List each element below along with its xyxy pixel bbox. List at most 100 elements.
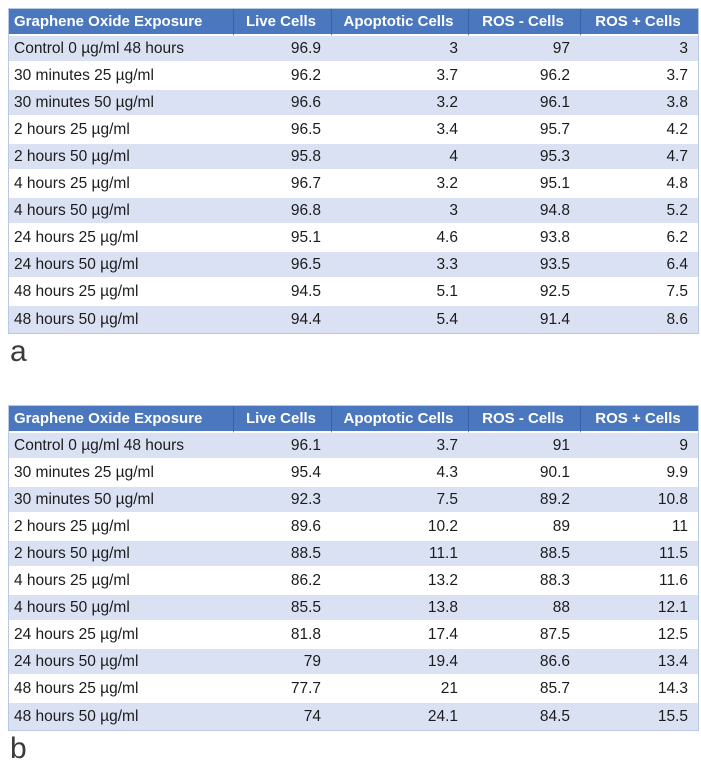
value-cell: 81.8: [233, 622, 331, 649]
table-row: 4 hours 25 µg/ml 86.2 13.2 88.3 11.6: [9, 568, 698, 595]
value-cell: 12.5: [580, 622, 698, 649]
table-b-body: Control 0 µg/ml 48 hours 96.1 3.7 91 9 30 min…: [9, 433, 698, 730]
table-row: 30 minutes 50 µg/ml 92.3 7.5 89.2 10.8: [9, 487, 698, 514]
value-cell: 11.5: [580, 541, 698, 568]
value-cell: 3.7: [580, 63, 698, 90]
value-cell: 89.2: [468, 487, 580, 514]
value-cell: 3: [331, 198, 468, 225]
value-cell: 3: [580, 36, 698, 63]
column-header: ROS - Cells: [468, 9, 580, 36]
value-cell: 96.7: [233, 171, 331, 198]
exposure-cell: 24 hours 50 µg/ml: [9, 649, 233, 676]
value-cell: 11.1: [331, 541, 468, 568]
header-row: Graphene Oxide Exposure Live Cells Apoptot…: [9, 9, 698, 36]
table-row: 2 hours 50 µg/ml 95.8 4 95.3 4.7: [9, 144, 698, 171]
value-cell: 93.8: [468, 225, 580, 252]
value-cell: 92.3: [233, 487, 331, 514]
exposure-cell: 30 minutes 50 µg/ml: [9, 487, 233, 514]
exposure-cell: Control 0 µg/ml 48 hours: [9, 433, 233, 460]
table-b-header: Graphene Oxide Exposure Live Cells Apoptot…: [9, 406, 698, 433]
exposure-table-a: Graphene Oxide Exposure Live Cells Apoptot…: [8, 8, 699, 334]
value-cell: 13.2: [331, 568, 468, 595]
value-cell: 19.4: [331, 649, 468, 676]
table-row: 24 hours 25 µg/ml 95.1 4.6 93.8 6.2: [9, 225, 698, 252]
value-cell: 4.8: [580, 171, 698, 198]
exposure-cell: 24 hours 50 µg/ml: [9, 252, 233, 279]
value-cell: 5.1: [331, 279, 468, 306]
table-row: 48 hours 50 µg/ml 94.4 5.4 91.4 8.6: [9, 306, 698, 333]
exposure-table-b: Graphene Oxide Exposure Live Cells Apoptot…: [8, 405, 699, 731]
value-cell: 15.5: [580, 703, 698, 730]
column-header: ROS - Cells: [468, 406, 580, 433]
value-cell: 5.2: [580, 198, 698, 225]
value-cell: 96.1: [233, 433, 331, 460]
value-cell: 4.7: [580, 144, 698, 171]
table-row: 30 minutes 50 µg/ml 96.6 3.2 96.1 3.8: [9, 90, 698, 117]
value-cell: 84.5: [468, 703, 580, 730]
table-row: 24 hours 50 µg/ml 79 19.4 86.6 13.4: [9, 649, 698, 676]
value-cell: 3.2: [331, 171, 468, 198]
value-cell: 7.5: [331, 487, 468, 514]
column-header: Graphene Oxide Exposure: [9, 9, 233, 36]
table-row: 2 hours 25 µg/ml 89.6 10.2 89 11: [9, 514, 698, 541]
exposure-cell: 30 minutes 25 µg/ml: [9, 63, 233, 90]
value-cell: 9.9: [580, 460, 698, 487]
exposure-cell: 2 hours 25 µg/ml: [9, 514, 233, 541]
exposure-cell: 24 hours 25 µg/ml: [9, 225, 233, 252]
value-cell: 4: [331, 144, 468, 171]
value-cell: 86.2: [233, 568, 331, 595]
panel-label-b: b: [10, 732, 27, 765]
value-cell: 17.4: [331, 622, 468, 649]
table-a-header: Graphene Oxide Exposure Live Cells Apoptot…: [9, 9, 698, 36]
panel-a: Graphene Oxide Exposure Live Cells Apoptot…: [8, 8, 699, 371]
panel-label-a: a: [10, 335, 27, 368]
column-header: Live Cells: [233, 9, 331, 36]
value-cell: 96.5: [233, 252, 331, 279]
table-row: 2 hours 50 µg/ml 88.5 11.1 88.5 11.5: [9, 541, 698, 568]
value-cell: 96.2: [233, 63, 331, 90]
value-cell: 3.8: [580, 90, 698, 117]
table-row: Control 0 µg/ml 48 hours 96.9 3 97 3: [9, 36, 698, 63]
exposure-cell: 2 hours 25 µg/ml: [9, 117, 233, 144]
exposure-cell: 2 hours 50 µg/ml: [9, 144, 233, 171]
value-cell: 91.4: [468, 306, 580, 333]
value-cell: 96.5: [233, 117, 331, 144]
value-cell: 96.9: [233, 36, 331, 63]
value-cell: 92.5: [468, 279, 580, 306]
table-row: 48 hours 25 µg/ml 77.7 21 85.7 14.3: [9, 676, 698, 703]
value-cell: 88.5: [233, 541, 331, 568]
value-cell: 11: [580, 514, 698, 541]
table-row: 2 hours 25 µg/ml 96.5 3.4 95.7 4.2: [9, 117, 698, 144]
table-row: 24 hours 50 µg/ml 96.5 3.3 93.5 6.4: [9, 252, 698, 279]
value-cell: 88: [468, 595, 580, 622]
exposure-cell: 4 hours 50 µg/ml: [9, 595, 233, 622]
value-cell: 12.1: [580, 595, 698, 622]
value-cell: 13.4: [580, 649, 698, 676]
value-cell: 9: [580, 433, 698, 460]
value-cell: 96.8: [233, 198, 331, 225]
value-cell: 3.7: [331, 433, 468, 460]
column-header: Graphene Oxide Exposure: [9, 406, 233, 433]
value-cell: 3.7: [331, 63, 468, 90]
value-cell: 85.5: [233, 595, 331, 622]
value-cell: 77.7: [233, 676, 331, 703]
value-cell: 90.1: [468, 460, 580, 487]
value-cell: 88.5: [468, 541, 580, 568]
value-cell: 14.3: [580, 676, 698, 703]
value-cell: 95.1: [233, 225, 331, 252]
value-cell: 94.4: [233, 306, 331, 333]
value-cell: 86.6: [468, 649, 580, 676]
value-cell: 89: [468, 514, 580, 541]
value-cell: 11.6: [580, 568, 698, 595]
column-header: ROS + Cells: [580, 9, 698, 36]
exposure-cell: 30 minutes 50 µg/ml: [9, 90, 233, 117]
exposure-cell: 30 minutes 25 µg/ml: [9, 460, 233, 487]
table-row: 48 hours 50 µg/ml 74 24.1 84.5 15.5: [9, 703, 698, 730]
value-cell: 96.6: [233, 90, 331, 117]
exposure-cell: 4 hours 25 µg/ml: [9, 568, 233, 595]
table-row: 30 minutes 25 µg/ml 96.2 3.7 96.2 3.7: [9, 63, 698, 90]
exposure-cell: 48 hours 50 µg/ml: [9, 703, 233, 730]
value-cell: 97: [468, 36, 580, 63]
